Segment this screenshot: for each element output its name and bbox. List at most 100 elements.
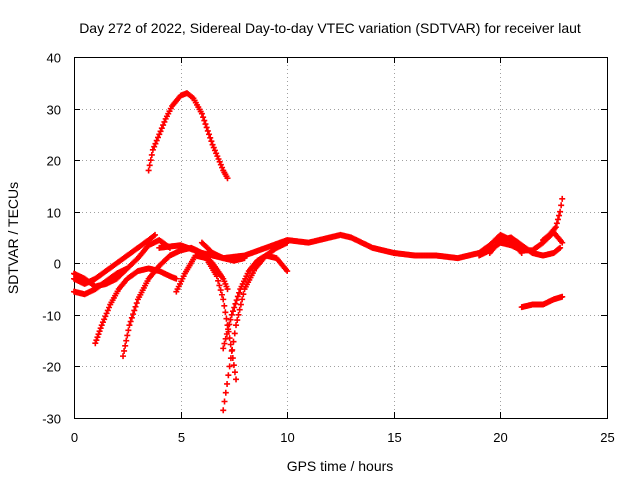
- series-arc-dip-3: [173, 252, 240, 383]
- data-point-marker: [224, 175, 231, 182]
- data-point-marker: [149, 146, 156, 153]
- data-point-marker: [556, 212, 563, 219]
- chart-title: Day 272 of 2022, Sidereal Day-to-day VTE…: [79, 20, 581, 36]
- data-point-marker: [241, 255, 248, 262]
- data-point-marker: [160, 122, 167, 129]
- x-tick-label: 15: [387, 430, 401, 445]
- x-tick-label: 5: [178, 430, 185, 445]
- data-point-marker: [233, 376, 240, 383]
- data-point-marker: [220, 296, 227, 303]
- series-arc-main-continuous: [156, 231, 525, 262]
- data-point-marker: [225, 326, 232, 333]
- data-point-marker: [223, 331, 230, 338]
- x-tick-label: 20: [493, 430, 507, 445]
- data-point-marker: [556, 245, 563, 252]
- data-point-marker: [125, 327, 132, 334]
- data-point-marker: [234, 293, 241, 300]
- y-tick-label: 30: [47, 103, 61, 118]
- data-point-marker: [166, 244, 173, 251]
- data-point-marker: [226, 363, 233, 370]
- data-point-marker: [559, 293, 566, 300]
- data-point-marker: [221, 398, 228, 405]
- data-point-marker: [230, 338, 237, 345]
- data-point-marker: [133, 300, 140, 307]
- x-tick-label: 0: [71, 430, 78, 445]
- data-point-marker: [217, 287, 224, 294]
- data-point-marker: [165, 243, 172, 250]
- data-point-marker: [221, 302, 228, 309]
- data-point-marker: [226, 321, 233, 328]
- data-point-marker: [122, 342, 129, 349]
- data-point-marker: [236, 289, 243, 296]
- data-point-marker: [101, 316, 108, 323]
- data-point-marker: [97, 325, 104, 332]
- data-point-marker: [127, 318, 134, 325]
- data-point-marker: [559, 239, 566, 246]
- data-point-marker: [224, 380, 231, 387]
- data-point-marker: [203, 124, 210, 131]
- data-point-marker: [204, 127, 211, 134]
- data-point-marker: [220, 345, 227, 352]
- data-point-marker: [223, 315, 230, 322]
- data-point-marker: [235, 311, 242, 318]
- data-point-marker: [158, 125, 165, 132]
- data-point-marker: [200, 114, 207, 121]
- data-point-marker: [207, 134, 214, 141]
- data-point-marker: [239, 296, 246, 303]
- data-point-marker: [284, 268, 291, 275]
- data-point-marker: [151, 143, 158, 150]
- data-point-marker: [96, 328, 103, 335]
- data-point-marker: [231, 369, 238, 376]
- data-point-marker: [128, 314, 135, 321]
- data-point-marker: [206, 131, 213, 138]
- series-arc-dip-5: [220, 252, 291, 352]
- series-arc-late-spike: [540, 195, 566, 244]
- y-tick-label: -10: [42, 309, 61, 324]
- data-point-marker: [126, 322, 133, 329]
- data-point-marker: [131, 307, 138, 314]
- series-arc-mid-6h: [198, 239, 248, 264]
- data-point-marker: [102, 313, 109, 320]
- data-point-marker: [213, 150, 220, 157]
- data-point-marker: [123, 337, 130, 344]
- series-arc-early-c: [71, 265, 131, 298]
- data-point-marker: [222, 309, 229, 316]
- data-point-marker: [216, 158, 223, 165]
- data-point-marker: [156, 131, 163, 138]
- x-tick-label: 10: [280, 430, 294, 445]
- data-point-marker: [224, 286, 231, 293]
- data-point-marker: [231, 304, 238, 311]
- data-point-marker: [106, 304, 113, 311]
- y-tick-label: 40: [47, 51, 61, 66]
- data-point-marker: [208, 138, 215, 145]
- tick-marks: [74, 57, 608, 419]
- data-point-marker: [124, 265, 131, 272]
- data-point-marker: [146, 162, 153, 169]
- data-point-marker: [155, 134, 162, 141]
- data-point-marker: [152, 140, 159, 147]
- data-point-marker: [121, 347, 128, 354]
- y-axis-label: SDTVAR / TECUs: [5, 182, 21, 294]
- data-point-marker: [211, 147, 218, 154]
- data-point-marker: [124, 332, 131, 339]
- y-tick-label: -30: [42, 412, 61, 427]
- data-point-marker: [95, 331, 102, 338]
- data-point-marker: [103, 310, 110, 317]
- x-tick-labels: 0 5 10 15 20 25: [71, 430, 615, 445]
- data-point-marker: [152, 231, 159, 238]
- data-point-marker: [220, 407, 227, 414]
- data-point-marker: [230, 362, 237, 369]
- plot-frame: [74, 57, 608, 419]
- data-point-marker: [99, 319, 106, 326]
- series-arc-negative-late: [518, 293, 566, 311]
- data-series: [71, 90, 566, 414]
- data-point-marker: [221, 340, 228, 347]
- data-point-marker: [240, 291, 247, 298]
- data-point-marker: [227, 316, 234, 323]
- y-tick-label: 0: [54, 257, 61, 272]
- data-point-marker: [198, 110, 205, 117]
- data-point-marker: [173, 275, 180, 282]
- data-point-marker: [130, 311, 137, 318]
- data-point-marker: [558, 202, 565, 209]
